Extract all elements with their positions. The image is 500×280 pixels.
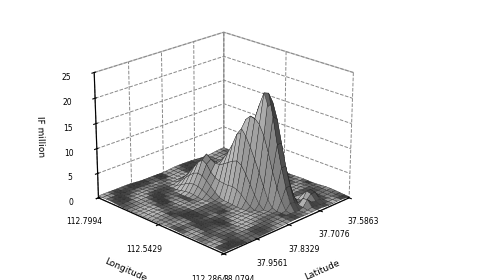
X-axis label: Latitude: Latitude bbox=[304, 258, 342, 280]
Y-axis label: Longitude: Longitude bbox=[103, 257, 148, 280]
